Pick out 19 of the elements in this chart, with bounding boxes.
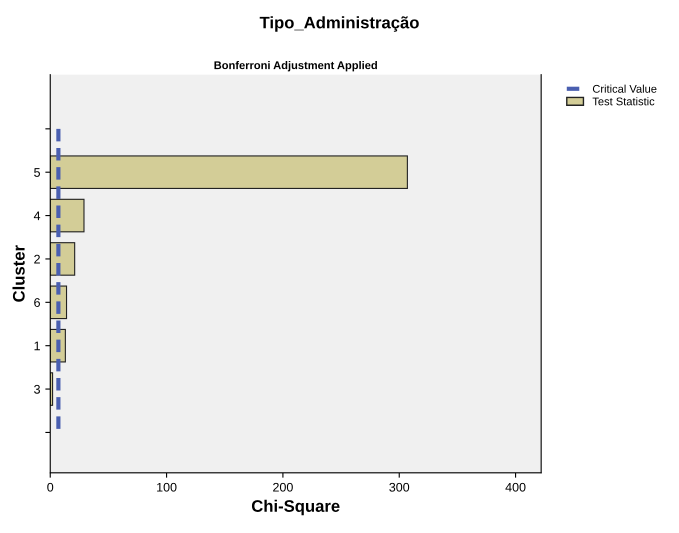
legend-label: Test Statistic bbox=[592, 97, 654, 106]
x-axis-title: Chi-Square bbox=[252, 500, 340, 516]
x-tick-label: 200 bbox=[273, 482, 293, 492]
y-tick-label: 3 bbox=[34, 384, 40, 394]
x-tick-label: 0 bbox=[47, 482, 54, 492]
x-tick-label: 300 bbox=[389, 482, 410, 492]
chart-title: Tipo_Administração bbox=[260, 16, 419, 32]
legend-label: Critical Value bbox=[592, 84, 656, 93]
y-tick-label: 4 bbox=[34, 212, 40, 220]
y-tick-label: 2 bbox=[34, 254, 40, 264]
y-tick-label: 1 bbox=[34, 342, 40, 350]
x-tick-label: 100 bbox=[157, 482, 177, 492]
x-tick-label: 400 bbox=[505, 482, 526, 492]
y-tick-label: 6 bbox=[34, 298, 40, 307]
y-axis-title: Cluster bbox=[12, 245, 25, 302]
bar bbox=[50, 198, 85, 232]
bar bbox=[50, 155, 408, 190]
chart-subtitle: Bonferroni Adjustment Applied bbox=[214, 61, 377, 72]
y-tick-label: 5 bbox=[34, 168, 40, 177]
